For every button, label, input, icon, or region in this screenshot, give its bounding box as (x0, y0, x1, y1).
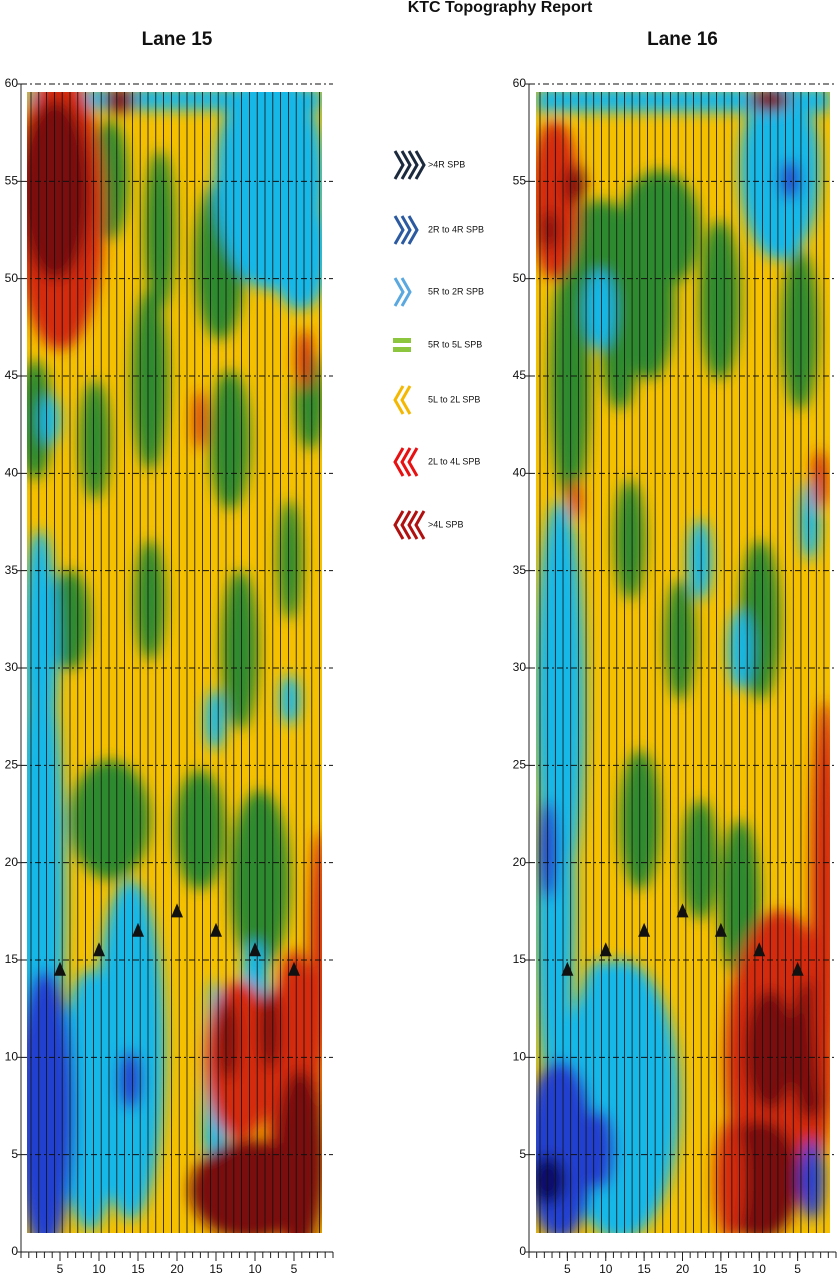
legend-item: 2R to 4R SPB (393, 215, 484, 245)
y-tick-label: 15 (5, 952, 19, 966)
y-tick-label: 50 (5, 271, 19, 285)
marker (249, 942, 261, 957)
y-tick-label: 0 (519, 1244, 526, 1258)
y-tick-label: 30 (5, 660, 19, 674)
y-tick-label: 30 (513, 660, 527, 674)
x-tick-label: 15 (637, 1262, 651, 1276)
legend-icon (393, 338, 411, 343)
marker (171, 903, 183, 918)
legend-icon (400, 150, 412, 180)
marker (54, 961, 66, 976)
legend-icon (393, 277, 405, 307)
marker (93, 942, 105, 957)
y-tick-label: 35 (513, 563, 527, 577)
y-tick-label: 55 (5, 174, 19, 188)
x-tick-label: 5 (564, 1262, 571, 1276)
legend-label: >4L SPB (428, 519, 463, 529)
legend-icon (393, 347, 411, 352)
legend-icon (414, 150, 426, 180)
y-tick-label: 45 (5, 368, 19, 382)
y-tick-label: 10 (513, 1050, 527, 1064)
y-tick-label: 40 (5, 466, 19, 480)
marker (210, 922, 222, 937)
marker (714, 922, 727, 937)
x-tick-label: 10 (92, 1262, 106, 1276)
legend-icon (407, 150, 419, 180)
x-tick-label: 20 (676, 1262, 690, 1276)
legend-icon (414, 510, 426, 540)
y-tick-label: 25 (513, 758, 527, 772)
legend-icon (400, 215, 412, 245)
y-tick-label: 0 (11, 1244, 18, 1258)
legend-label: 5R to 5L SPB (428, 339, 482, 349)
marker (288, 961, 300, 976)
x-tick-label: 10 (753, 1262, 767, 1276)
legend-icon (393, 510, 405, 540)
legend-icon (393, 385, 405, 415)
y-tick-label: 10 (5, 1050, 19, 1064)
legend-label: 5L to 2L SPB (428, 394, 480, 404)
y-tick-label: 50 (513, 271, 527, 285)
legend-item: 5R to 2R SPB (393, 277, 484, 307)
legend-icon (407, 447, 419, 477)
legend-icon (407, 215, 419, 245)
legend-icon (393, 150, 405, 180)
y-tick-label: 40 (513, 466, 527, 480)
panel-title: Lane 16 (647, 29, 718, 50)
x-tick-label: 10 (248, 1262, 262, 1276)
y-tick-label: 35 (5, 563, 19, 577)
legend-icon (393, 215, 405, 245)
y-tick-label: 60 (5, 76, 19, 90)
legend-label: >4R SPB (428, 159, 465, 169)
y-tick-label: 20 (513, 855, 527, 869)
y-tick-label: 25 (5, 758, 19, 772)
marker (561, 961, 574, 976)
x-tick-label: 5 (794, 1262, 801, 1276)
y-tick-label: 45 (513, 368, 527, 382)
legend-item: >4L SPB (393, 510, 463, 540)
y-tick-label: 15 (513, 952, 527, 966)
y-tick-label: 20 (5, 855, 19, 869)
marker (753, 942, 766, 957)
x-tick-label: 10 (599, 1262, 613, 1276)
marker (132, 922, 144, 937)
x-tick-label: 15 (131, 1262, 145, 1276)
panel-title: Lane 15 (142, 29, 213, 50)
x-tick-label: 5 (291, 1262, 298, 1276)
legend-item: 5R to 5L SPB (393, 338, 482, 352)
y-tick-label: 5 (11, 1147, 18, 1161)
marker (676, 903, 689, 918)
x-tick-label: 15 (209, 1262, 223, 1276)
x-tick-label: 20 (170, 1262, 184, 1276)
x-tick-label: 15 (714, 1262, 728, 1276)
legend-icon (400, 385, 412, 415)
x-tick-label: 5 (57, 1262, 64, 1276)
legend-icon (400, 277, 412, 307)
marker (599, 942, 612, 957)
legend-icon (393, 447, 405, 477)
legend-icon (407, 510, 419, 540)
legend-icon (400, 510, 412, 540)
legend-item: 2L to 4L SPB (393, 447, 480, 477)
report-title: KTC Topography Report (408, 0, 593, 16)
marker (638, 922, 651, 937)
heatmap-field (536, 92, 830, 1233)
legend-label: 5R to 2R SPB (428, 286, 484, 296)
legend-item: 5L to 2L SPB (393, 385, 480, 415)
y-tick-label: 5 (519, 1147, 526, 1161)
y-tick-label: 55 (513, 174, 527, 188)
marker (791, 961, 804, 976)
legend-icon (400, 447, 412, 477)
y-tick-label: 60 (513, 76, 527, 90)
legend-label: 2R to 4R SPB (428, 224, 484, 234)
legend-label: 2L to 4L SPB (428, 456, 480, 466)
legend-item: >4R SPB (393, 150, 465, 180)
